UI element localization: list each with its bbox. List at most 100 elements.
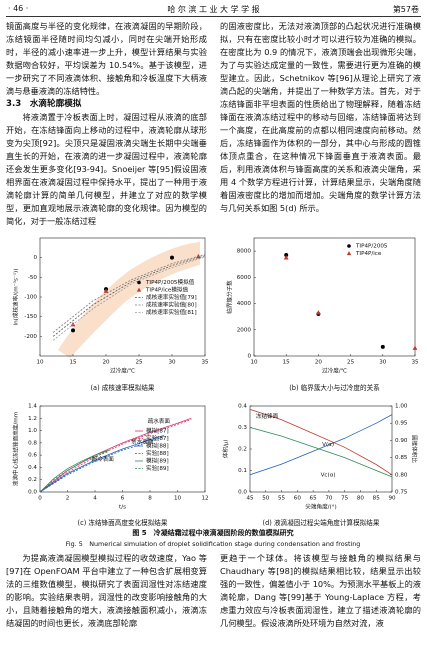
y2-tick-label: 0.85 xyxy=(395,455,408,461)
chart-caption: (d) 液滴凝固过程尖端角度计算模拟结果 xyxy=(263,518,380,527)
y-tick-label: 0.3 xyxy=(238,425,247,431)
annotation: 冻结锋面 xyxy=(256,412,279,420)
x-tick-label: 6 xyxy=(121,496,125,502)
x-tick-label: 75 xyxy=(341,496,349,502)
legend-label: 成核速率实验值[81] xyxy=(146,308,197,316)
x-tick-label: 80 xyxy=(357,496,365,502)
column: 更趋于一个球体。将该模型与接触角的模拟结果与 Chaudhary 等[98]的模… xyxy=(220,552,421,652)
paragraph: 的固液密度比，无法对液滴顶部的凸起状况进行准确模拟，只有在密度比较小时才可以进行… xyxy=(220,21,421,213)
annotation: 超冷表面 xyxy=(92,455,115,463)
y-tick-label: 6000 xyxy=(237,275,252,281)
chart-caption: (a) 成核速率模拟结果 xyxy=(90,383,154,392)
volume: 第57卷 xyxy=(392,5,419,14)
x-tick-label: 65 xyxy=(310,496,318,502)
x-tick-label: 70 xyxy=(325,496,333,502)
legend-label: TIP4P/2005 xyxy=(355,244,388,250)
y2-tick-label: 0.80 xyxy=(395,472,408,478)
legend-marker xyxy=(137,280,141,285)
series-line xyxy=(39,449,109,493)
y-tick-label: 2000 xyxy=(237,327,252,333)
series-line xyxy=(39,417,192,493)
x-tick-label: 8 xyxy=(148,496,152,502)
legend-label: TIP4P/ice模拟值 xyxy=(145,286,189,294)
legend-marker xyxy=(347,244,351,248)
legend-label: 实验[88] xyxy=(146,449,169,457)
y2-axis-label: 圆锥体积比 xyxy=(411,435,419,463)
y-tick-label: -50 xyxy=(28,275,38,281)
y2-tick-label: 0.75 xyxy=(395,490,408,496)
paragraph: 为提高液滴凝固模型模拟过程的收敛速度，Yao 等[97]在 OpenFOAM 平… xyxy=(6,553,207,628)
journal-name: 哈 尔 滨 工 业 大 学 学 报 xyxy=(167,5,260,14)
header-rule xyxy=(6,16,421,17)
y-axis-label: 临界簇分子数 xyxy=(226,280,234,314)
x-axis-label: 过冷度/℃ xyxy=(110,367,135,375)
x-tick-label: 12 xyxy=(201,496,208,502)
series-line xyxy=(39,435,164,493)
x-axis-label: t/s xyxy=(119,505,126,511)
point xyxy=(316,310,321,315)
chart-caption: (c) 冻结锋面高度变化模拟结果 xyxy=(78,518,168,527)
series-line xyxy=(39,451,109,493)
x-tick-label: 50 xyxy=(262,496,270,502)
x-tick-label: 60 xyxy=(294,496,302,502)
legend-marker xyxy=(346,251,352,256)
paragraph: 将液滴置于冷板表面上时，凝固过程从液滴的底部开始，在冻结锋面向上移动的过程中，液… xyxy=(6,112,207,226)
y-tick-label: 0.2 xyxy=(28,477,37,483)
point xyxy=(283,255,289,260)
experiment-band xyxy=(58,242,200,358)
y-tick-label: 1.0 xyxy=(28,428,37,434)
x-tick-label: 10 xyxy=(36,360,44,366)
x-tick-label: 0 xyxy=(38,496,42,502)
paragraph: 镜面高度与半径的变化规律，在液滴凝固的早期阶段，冻结镜面半径随时间均匀减小，同时… xyxy=(6,21,207,96)
point xyxy=(380,344,385,349)
x-tick-label: 35 xyxy=(411,360,419,366)
y-tick-label: 4000 xyxy=(237,301,252,307)
section-heading: 3.3 水滴轮廓模拟 xyxy=(6,99,82,109)
figure-caption-en: Fig. 5 Numerical simulation of droplet s… xyxy=(66,540,361,548)
x-tick-label: 35 xyxy=(201,360,209,366)
x-tick-label: 55 xyxy=(278,496,286,502)
y-axis-label: 体积/μl xyxy=(222,439,230,458)
x-tick-label: 30 xyxy=(168,360,176,366)
series-line xyxy=(39,419,192,493)
x-axis-label: 尖端角度/(°) xyxy=(305,503,336,511)
x-tick-label: 15 xyxy=(69,360,77,366)
column: 为提高液滴凝固模型模拟过程的收敛速度，Yao 等[97]在 OpenFOAM 平… xyxy=(6,552,207,652)
legend-label: TIP4P/2005模拟值 xyxy=(145,278,195,286)
legend-label: 模拟[87] xyxy=(146,427,169,435)
column: 镜面高度与半径的变化规律，在液滴凝固的早期阶段，冻结镜面半径随时间均匀减小，同时… xyxy=(6,20,207,230)
x-tick-label: 45 xyxy=(246,496,254,502)
series-line xyxy=(39,436,164,493)
x-tick-label: 15 xyxy=(283,360,291,366)
y2-tick-label: 1.00 xyxy=(395,404,408,410)
x-tick-label: 30 xyxy=(379,360,387,366)
y2-tick-label: 0.95 xyxy=(395,421,408,427)
annotation: 疏水表面 xyxy=(148,417,171,425)
y-axis-label: 液滴中心线冻结锋面高度/mm xyxy=(12,412,20,486)
y-tick-label: 0.4 xyxy=(28,465,37,471)
point xyxy=(284,253,289,258)
legend-label: 实验[87] xyxy=(146,434,169,442)
y-tick-label: 0.2 xyxy=(238,447,247,453)
series-line xyxy=(52,254,206,333)
chart-caption: (b) 临界簇大小与过冷度的关系 xyxy=(289,383,380,392)
legend-label: 成核速率实验值[79] xyxy=(146,293,197,301)
series-line xyxy=(249,409,393,476)
plot-frame xyxy=(253,237,416,357)
legend-marker xyxy=(136,287,142,292)
column: 的固液密度比，无法对液滴顶部的凸起状况进行准确模拟，只有在密度比较小时才可以进行… xyxy=(220,20,421,230)
y-tick-label: -200 xyxy=(24,334,37,340)
x-tick-label: 20 xyxy=(315,360,323,366)
figure: 图 5 冷凝结霜过程中液滴凝固阶段的数值模拟研究 Fig. 5 Numerica… xyxy=(12,237,419,548)
y-tick-label: 0 xyxy=(247,354,251,360)
annotation: V(α) xyxy=(322,442,334,448)
x-tick-label: 4 xyxy=(93,496,97,502)
y-tick-label: 0.6 xyxy=(28,453,37,459)
y-tick-label: 0.8 xyxy=(28,440,37,446)
x-tick-label: 10 xyxy=(174,496,182,502)
y-tick-label: 1.4 xyxy=(28,404,37,410)
x-tick-label: 25 xyxy=(135,360,143,366)
point xyxy=(412,345,418,350)
point xyxy=(170,255,174,260)
